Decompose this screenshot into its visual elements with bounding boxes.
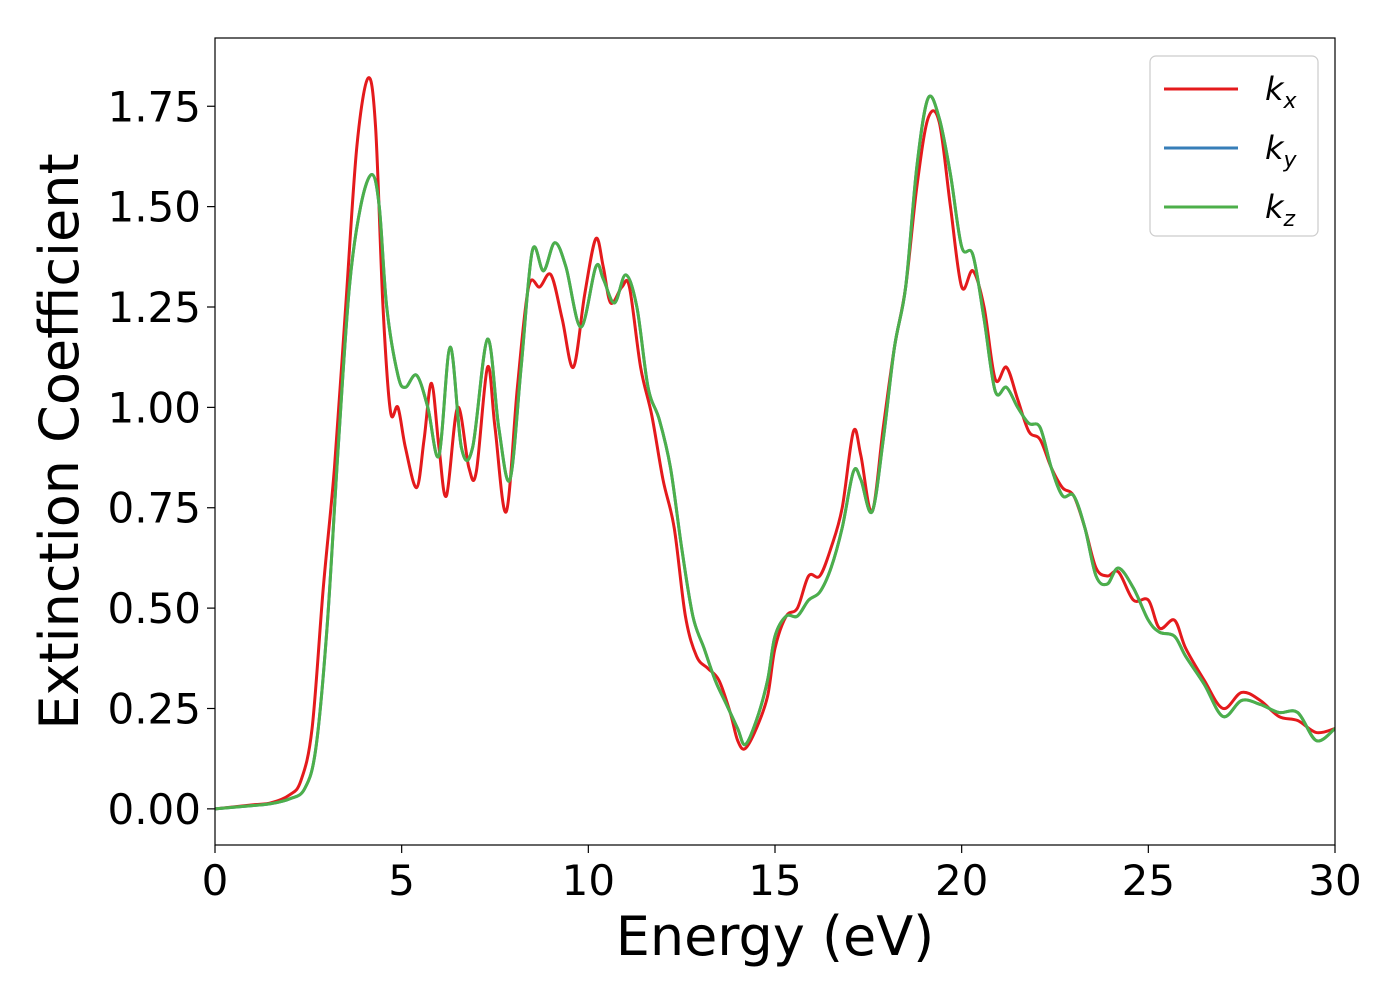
legend-box [1149, 55, 1319, 237]
y-tick-label: 0.25 [107, 684, 201, 733]
y-tick-label: 1.00 [107, 383, 201, 432]
series-layer [215, 76, 1335, 811]
y-tick-label: 0.00 [107, 785, 201, 834]
legend-label-kz: kz [1265, 188, 1296, 232]
legend-label-kx: kx [1265, 70, 1298, 114]
x-tick-label: 5 [388, 856, 415, 905]
x-tick-label: 25 [1122, 856, 1175, 905]
x-tick-label: 0 [202, 856, 229, 905]
x-tick-label: 30 [1308, 856, 1361, 905]
y-axis-label: Extinction Coefficient [28, 153, 91, 729]
x-tick-label: 15 [748, 856, 801, 905]
legend: kx ky kz [1149, 55, 1319, 237]
y-tick-label: 1.50 [107, 183, 201, 232]
x-axis: 0 5 10 15 20 25 30 [202, 845, 1362, 905]
legend-label-ky: ky [1265, 129, 1298, 173]
y-tick-label: 0.75 [107, 484, 201, 533]
x-axis-label: Energy (eV) [616, 905, 935, 968]
series-line-kz [215, 94, 1335, 811]
y-tick-label: 1.75 [107, 82, 201, 131]
x-tick-label: 20 [935, 856, 988, 905]
y-tick-label: 1.25 [107, 283, 201, 332]
y-tick-label: 0.50 [107, 584, 201, 633]
y-axis: 0.00 0.25 0.50 0.75 1.00 1.25 1.50 1.75 [107, 82, 215, 834]
x-tick-label: 10 [562, 856, 615, 905]
